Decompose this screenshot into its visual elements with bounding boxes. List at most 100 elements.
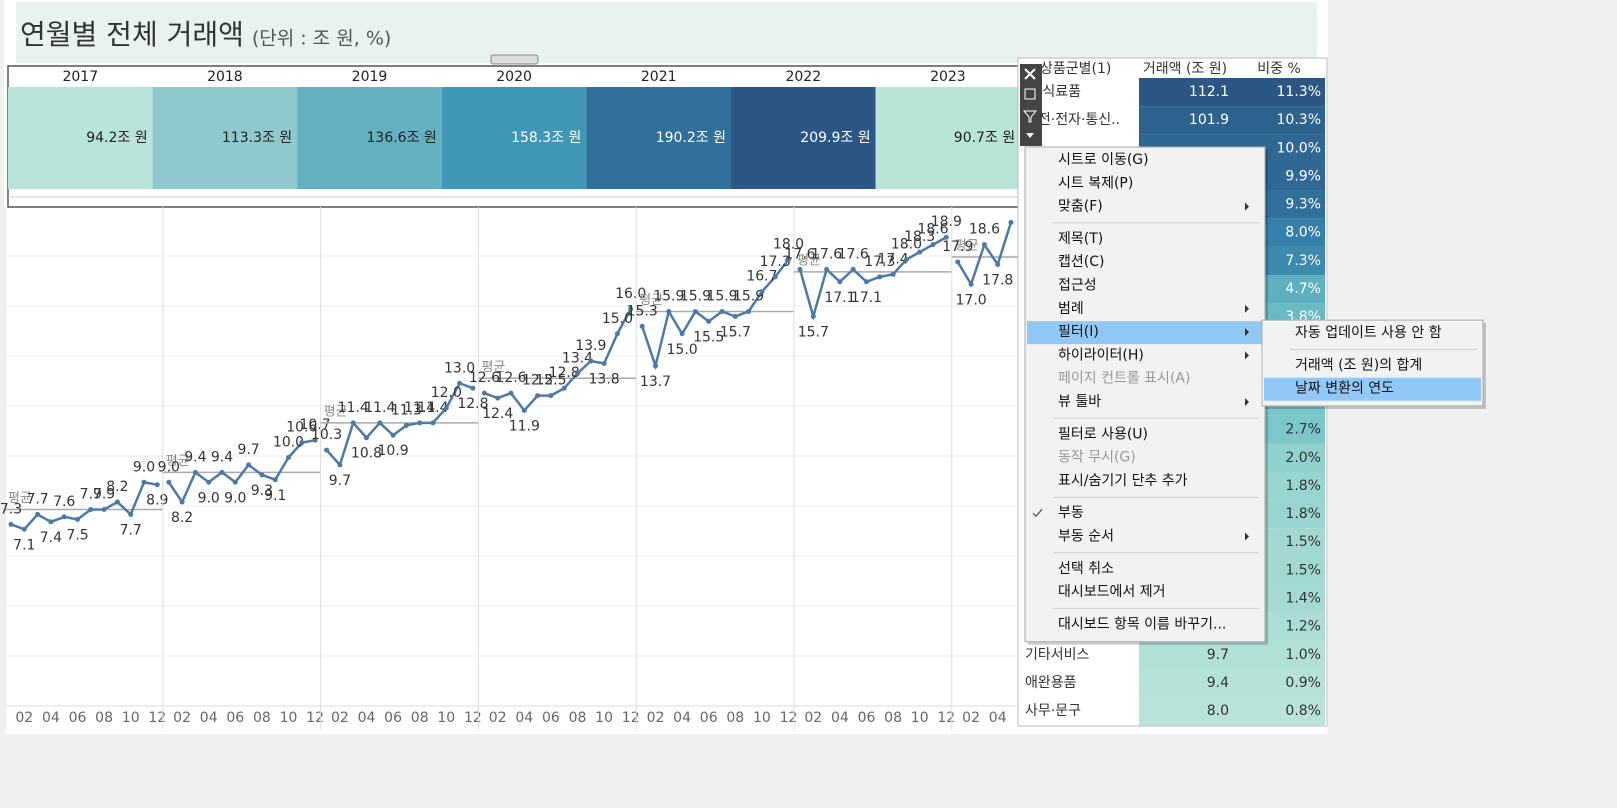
year-label: 2023: [930, 69, 966, 85]
monthly-point: [364, 435, 369, 441]
table-share: 7.3%: [1285, 253, 1321, 269]
month-label: 10: [753, 710, 771, 726]
menu-item[interactable]: 뷰 툴바: [1058, 394, 1101, 410]
monthly-value-label: 7.9: [80, 486, 102, 502]
table-cell-color: [1139, 697, 1325, 726]
menu-item[interactable]: 범례: [1058, 301, 1084, 317]
monthly-value-label: 9.3: [251, 483, 273, 499]
monthly-point: [628, 306, 634, 312]
monthly-value-label: 12.4: [482, 406, 513, 422]
filter-icon[interactable]: [1022, 110, 1038, 123]
monthly-value-label: 15.7: [720, 324, 751, 340]
month-label: 06: [542, 710, 560, 726]
drag-handle[interactable]: [490, 54, 539, 65]
monthly-value-label: 17.4: [878, 251, 909, 267]
menu-item[interactable]: 대시보드 항목 이름 바꾸기...: [1058, 616, 1226, 632]
monthly-value-label: 9.1: [264, 488, 286, 504]
menu-item[interactable]: 맞춤(F): [1058, 199, 1103, 215]
monthly-point: [955, 259, 961, 265]
month-label: 06: [700, 710, 718, 726]
monthly-value-label: 15.0: [602, 311, 633, 327]
monthly-value-label: 15.9: [706, 288, 737, 304]
monthly-value-label: 9.0: [133, 459, 155, 475]
menu-item[interactable]: 선택 취소: [1058, 561, 1114, 577]
monthly-point: [575, 370, 580, 376]
submenu-arrow: [1245, 351, 1249, 360]
monthly-point: [324, 447, 330, 453]
monthly-value-label: 12.5: [535, 373, 566, 389]
monthly-point: [101, 506, 107, 512]
monthly-value-label: 10.0: [273, 435, 304, 451]
monthly-point: [772, 274, 778, 280]
menu-item[interactable]: 하이라이터(H): [1058, 347, 1144, 363]
month-label: 02: [173, 710, 191, 726]
monthly-value-label: 7.3: [0, 501, 22, 517]
monthly-point: [286, 455, 291, 460]
title-area: [16, 2, 1317, 63]
monthly-line: [325, 381, 474, 468]
menu-item[interactable]: 날짜 변환의 연도: [1295, 381, 1394, 397]
monthly-point: [75, 516, 80, 522]
menu-item[interactable]: 거래액 (조 원)의 합계: [1295, 357, 1422, 373]
monthly-value-label: 15.3: [627, 303, 658, 319]
menu-item[interactable]: 표시/숨기기 단추 추가: [1058, 473, 1188, 489]
monthly-value-label: 9.0: [198, 490, 220, 506]
month-label: 12: [937, 710, 955, 726]
average-label: 평균: [8, 491, 32, 506]
monthly-value-label: 13.7: [640, 374, 671, 390]
monthly-point: [1008, 219, 1014, 225]
monthly-point: [232, 479, 238, 485]
monthly-point: [166, 479, 172, 485]
monthly-value-label: 12.5: [522, 373, 553, 389]
monthly-value-label: 7.9: [93, 486, 115, 502]
monthly-value-label: 18.9: [931, 214, 962, 230]
more-icon[interactable]: [1026, 133, 1034, 138]
monthly-point: [21, 526, 27, 532]
menu-item[interactable]: 대시보드에서 제거: [1058, 584, 1166, 600]
monthly-point: [521, 407, 527, 413]
close-icon[interactable]: [1024, 68, 1036, 80]
monthly-value-label: 9.0: [158, 459, 180, 475]
average-label: 평균: [797, 253, 821, 268]
monthly-value-label: 17.1: [824, 290, 855, 306]
menu-item[interactable]: 자동 업데이트 사용 안 함: [1295, 325, 1442, 341]
menu-item[interactable]: 캡션(C): [1058, 254, 1104, 270]
menu-bg: [1024, 146, 1266, 643]
table-share: 1.8%: [1285, 478, 1321, 494]
monthly-value-label: 11.3: [391, 402, 422, 418]
menu-item[interactable]: 제목(T): [1058, 231, 1103, 247]
menu-item[interactable]: 필터(I): [1058, 324, 1099, 340]
monthly-point: [732, 313, 738, 319]
table-amount: 9.4: [1207, 675, 1229, 691]
monthly-point: [548, 393, 554, 399]
month-label: 12: [780, 710, 798, 726]
month-label: 04: [831, 710, 849, 726]
go-to-sheet-icon[interactable]: [1024, 88, 1036, 100]
year-label: 2022: [785, 69, 821, 85]
monthly-point: [890, 271, 896, 277]
month-label: 12: [148, 710, 166, 726]
menu-item[interactable]: 부동: [1058, 505, 1084, 521]
menu-item[interactable]: 시트로 이동(G): [1058, 152, 1149, 168]
month-label: 10: [280, 710, 298, 726]
average-label: 평균: [481, 360, 505, 375]
monthly-value-label: 12.6: [495, 370, 526, 386]
monthly-value-label: 12.0: [431, 385, 462, 401]
menu-item[interactable]: 시트 복제(P): [1058, 175, 1133, 191]
year-bar: [8, 87, 153, 189]
menu-item[interactable]: 필터로 사용(U): [1058, 426, 1148, 442]
submenu-arrow: [1245, 328, 1249, 337]
month-label: 04: [515, 710, 533, 726]
month-label: 04: [673, 710, 691, 726]
monthly-point: [824, 266, 830, 272]
monthly-value-label: 15.5: [693, 329, 724, 345]
month-label: 02: [647, 710, 665, 726]
month-label: 08: [411, 710, 429, 726]
monthly-value-label: 9.0: [224, 490, 246, 506]
monthly-value-label: 17.3: [760, 254, 791, 270]
monthly-point: [850, 266, 856, 272]
monthly-value-label: 7.6: [53, 494, 75, 510]
monthly-value-label: 13.9: [575, 338, 606, 354]
menu-item[interactable]: 접근성: [1058, 278, 1097, 294]
menu-item[interactable]: 부동 순서: [1058, 529, 1114, 545]
